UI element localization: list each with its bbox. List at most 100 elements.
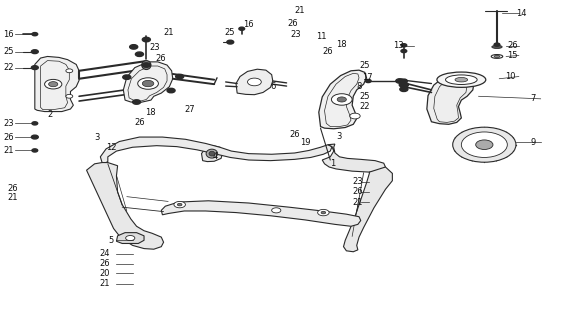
Polygon shape — [123, 62, 173, 103]
Circle shape — [350, 113, 360, 119]
Polygon shape — [35, 56, 79, 112]
Circle shape — [400, 79, 407, 83]
Ellipse shape — [437, 72, 486, 87]
Text: 25: 25 — [359, 92, 369, 101]
Circle shape — [462, 132, 507, 157]
Circle shape — [126, 236, 135, 241]
Text: 17: 17 — [362, 73, 373, 82]
Text: 26: 26 — [99, 259, 110, 268]
Text: 15: 15 — [507, 51, 518, 60]
Ellipse shape — [206, 149, 218, 158]
Circle shape — [227, 40, 234, 44]
Circle shape — [399, 82, 409, 87]
Text: 26: 26 — [352, 188, 363, 196]
Text: 12: 12 — [106, 143, 117, 152]
Circle shape — [138, 78, 159, 89]
Text: 5: 5 — [108, 236, 114, 245]
Circle shape — [44, 79, 62, 89]
Text: 26: 26 — [8, 184, 18, 193]
Text: 21: 21 — [99, 279, 110, 288]
Circle shape — [175, 74, 183, 79]
Circle shape — [143, 80, 154, 87]
Polygon shape — [117, 233, 144, 244]
Text: 21: 21 — [164, 28, 174, 37]
Text: 25: 25 — [224, 28, 235, 37]
Polygon shape — [322, 144, 385, 172]
Circle shape — [48, 82, 58, 87]
Text: 26: 26 — [507, 41, 518, 51]
Text: 24: 24 — [99, 250, 110, 259]
Text: 21: 21 — [8, 193, 18, 202]
Circle shape — [317, 209, 329, 216]
Text: 21: 21 — [3, 146, 14, 155]
Text: 7: 7 — [530, 94, 535, 103]
Polygon shape — [343, 167, 392, 252]
Ellipse shape — [209, 151, 215, 156]
Circle shape — [401, 50, 407, 52]
Text: 13: 13 — [394, 41, 404, 51]
Text: 4: 4 — [213, 152, 218, 161]
Text: 8: 8 — [357, 82, 362, 91]
Circle shape — [248, 78, 261, 86]
Text: 22: 22 — [3, 63, 14, 72]
Text: 3: 3 — [95, 133, 100, 142]
Circle shape — [401, 85, 407, 88]
Ellipse shape — [494, 55, 500, 58]
Circle shape — [31, 135, 38, 139]
Text: 2: 2 — [47, 110, 53, 119]
Text: 26: 26 — [289, 130, 299, 139]
Text: 26: 26 — [322, 47, 333, 56]
Text: 21: 21 — [352, 197, 362, 206]
Circle shape — [475, 140, 493, 149]
Ellipse shape — [492, 45, 502, 49]
Text: 3: 3 — [336, 132, 342, 140]
Text: 20: 20 — [99, 268, 110, 278]
Text: 26: 26 — [3, 132, 14, 141]
Circle shape — [130, 45, 138, 49]
Circle shape — [494, 43, 500, 46]
Circle shape — [401, 44, 407, 47]
Circle shape — [365, 79, 371, 83]
Circle shape — [31, 50, 38, 53]
Circle shape — [143, 63, 151, 67]
Circle shape — [337, 97, 346, 102]
Text: 18: 18 — [336, 40, 347, 49]
Circle shape — [272, 208, 281, 213]
Circle shape — [32, 149, 38, 152]
Text: 22: 22 — [359, 102, 369, 111]
Text: 23: 23 — [3, 119, 14, 128]
Polygon shape — [87, 163, 164, 249]
Polygon shape — [236, 69, 273, 95]
Text: 23: 23 — [290, 30, 301, 39]
Text: 21: 21 — [295, 6, 305, 15]
Circle shape — [123, 75, 131, 79]
Circle shape — [136, 52, 144, 56]
Polygon shape — [162, 201, 361, 226]
Text: 25: 25 — [359, 60, 369, 69]
Circle shape — [177, 203, 182, 206]
Text: 19: 19 — [301, 138, 311, 147]
Circle shape — [331, 94, 352, 105]
Circle shape — [66, 94, 73, 98]
Text: 10: 10 — [505, 72, 515, 81]
Circle shape — [167, 88, 175, 93]
Ellipse shape — [455, 77, 468, 82]
Polygon shape — [427, 75, 474, 124]
Polygon shape — [319, 70, 366, 129]
Polygon shape — [201, 146, 223, 162]
Circle shape — [239, 27, 245, 30]
Circle shape — [321, 211, 325, 214]
Circle shape — [174, 201, 185, 208]
Text: 26: 26 — [288, 19, 298, 28]
Circle shape — [32, 33, 38, 36]
Ellipse shape — [142, 60, 151, 69]
Circle shape — [66, 69, 73, 73]
Circle shape — [143, 37, 151, 42]
Text: 27: 27 — [184, 105, 195, 114]
Ellipse shape — [445, 75, 477, 84]
Circle shape — [396, 79, 404, 83]
Text: 11: 11 — [317, 32, 327, 41]
Text: 23: 23 — [352, 177, 363, 186]
Text: 1: 1 — [330, 159, 336, 168]
Text: 26: 26 — [156, 54, 166, 63]
